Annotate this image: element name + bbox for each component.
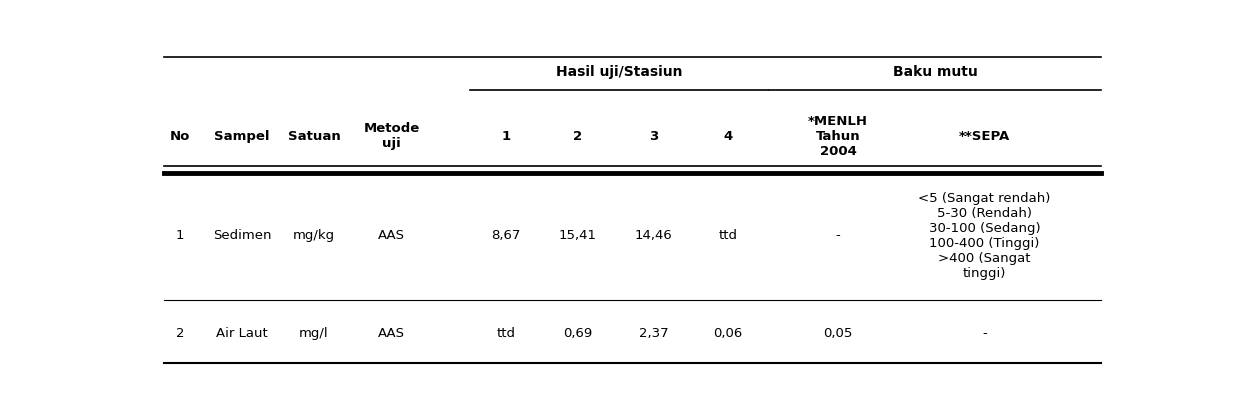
Text: *MENLH
Tahun
2004: *MENLH Tahun 2004	[808, 115, 868, 158]
Text: Baku mutu: Baku mutu	[892, 65, 977, 79]
Text: Sedimen: Sedimen	[213, 229, 271, 242]
Text: Hasil uji/Stasiun: Hasil uji/Stasiun	[555, 65, 682, 79]
Text: 2,37: 2,37	[639, 327, 669, 340]
Text: 0,05: 0,05	[823, 327, 853, 340]
Text: 0,06: 0,06	[713, 327, 743, 340]
Text: 14,46: 14,46	[634, 229, 673, 242]
Text: Air Laut: Air Laut	[216, 327, 268, 340]
Text: Satuan: Satuan	[288, 130, 341, 143]
Text: 3: 3	[649, 130, 658, 143]
Text: mg/l: mg/l	[299, 327, 328, 340]
Text: 1: 1	[175, 229, 184, 242]
Text: AAS: AAS	[378, 229, 405, 242]
Text: -: -	[982, 327, 987, 340]
Text: Sampel: Sampel	[215, 130, 270, 143]
Text: 15,41: 15,41	[559, 229, 597, 242]
Text: 2: 2	[175, 327, 184, 340]
Text: ttd: ttd	[718, 229, 738, 242]
Text: 2: 2	[574, 130, 582, 143]
Text: **SEPA: **SEPA	[959, 130, 1009, 143]
Text: 1: 1	[502, 130, 511, 143]
Text: AAS: AAS	[378, 327, 405, 340]
Text: Metode
uji: Metode uji	[363, 122, 420, 151]
Text: No: No	[170, 130, 190, 143]
Text: <5 (Sangat rendah)
5-30 (Rendah)
30-100 (Sedang)
100-400 (Tinggi)
>400 (Sangat
t: <5 (Sangat rendah) 5-30 (Rendah) 30-100 …	[918, 192, 1050, 280]
Text: -: -	[835, 229, 840, 242]
Text: 4: 4	[723, 130, 733, 143]
Text: ttd: ttd	[497, 327, 516, 340]
Text: 0,69: 0,69	[563, 327, 592, 340]
Text: 8,67: 8,67	[491, 229, 521, 242]
Text: mg/kg: mg/kg	[292, 229, 334, 242]
